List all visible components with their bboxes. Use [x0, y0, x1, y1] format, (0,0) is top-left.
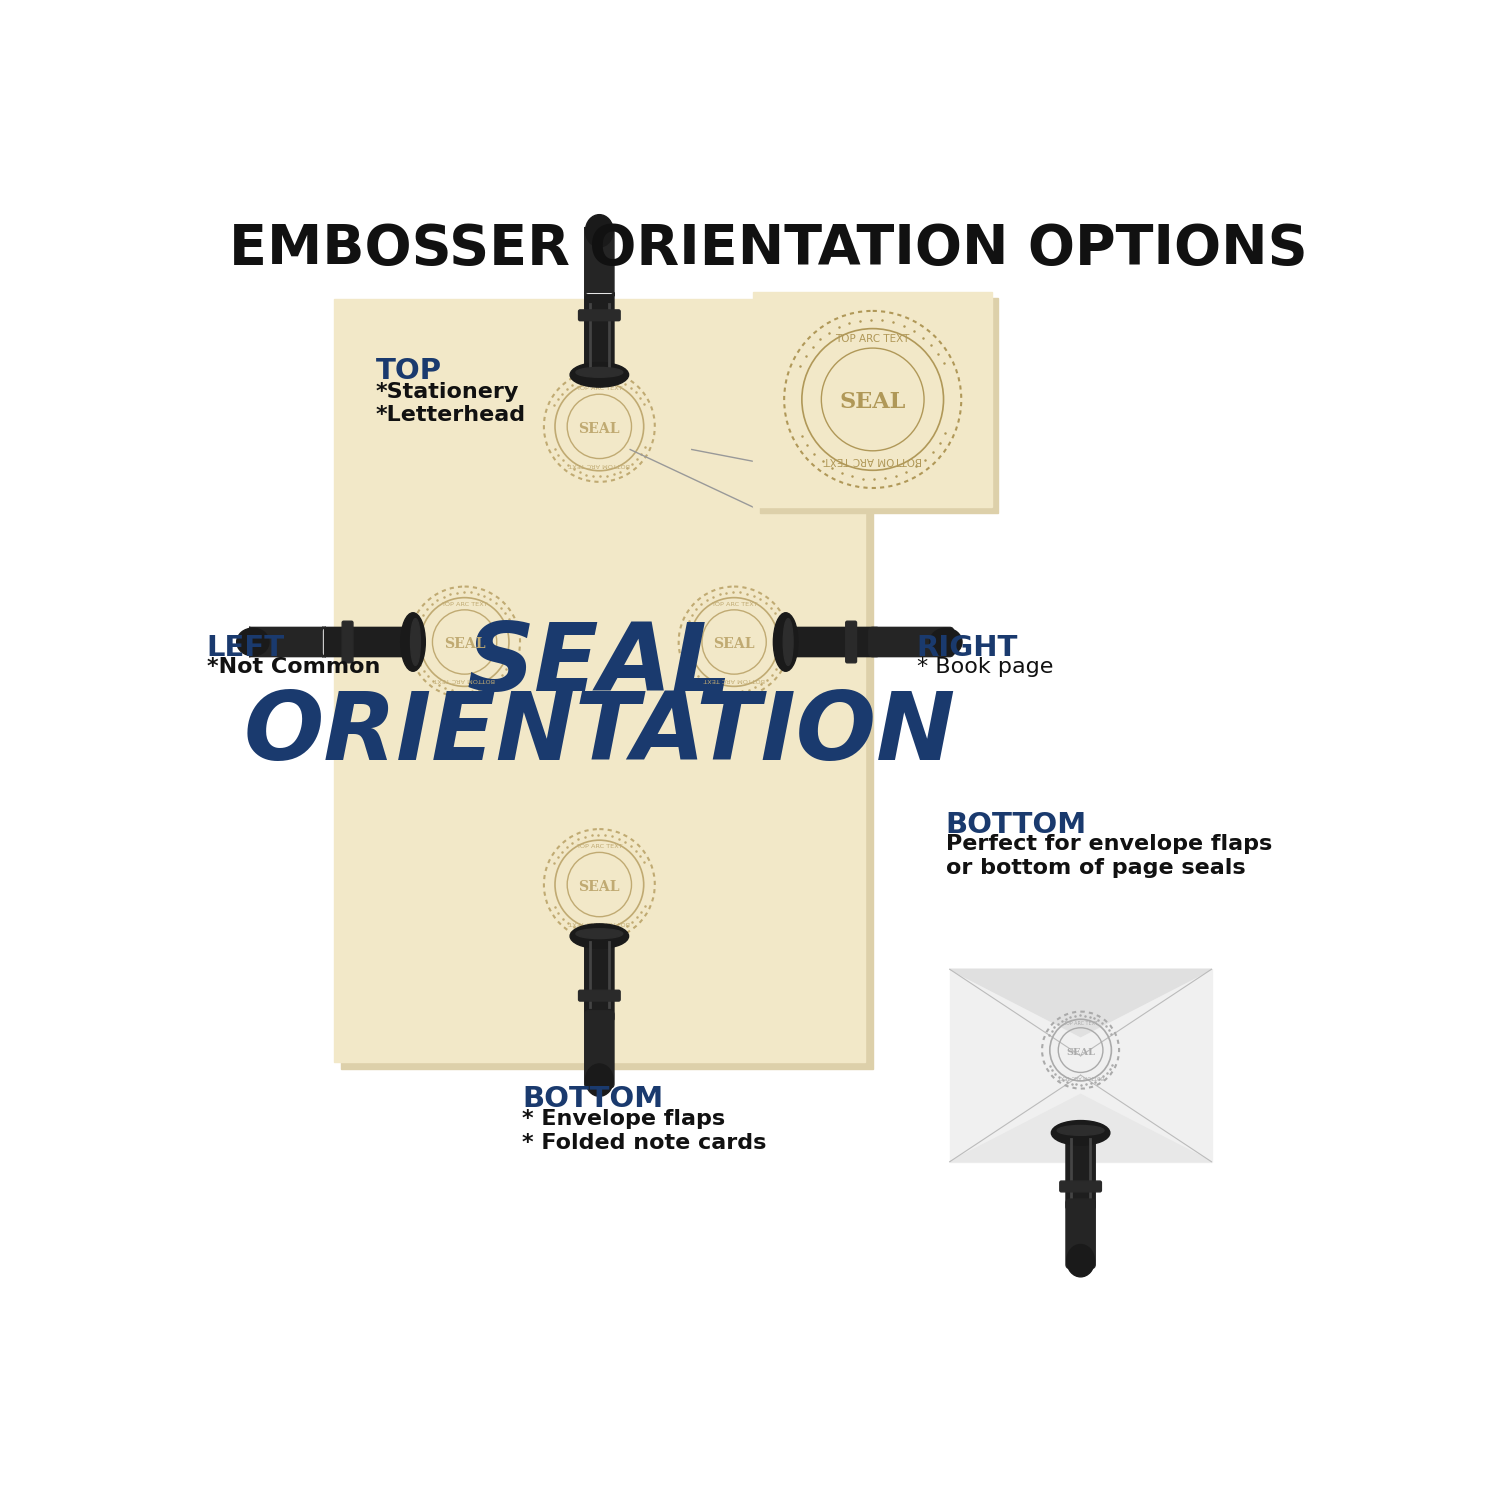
FancyBboxPatch shape: [950, 969, 1212, 1161]
FancyBboxPatch shape: [585, 226, 614, 297]
FancyBboxPatch shape: [342, 308, 873, 1070]
FancyBboxPatch shape: [868, 627, 954, 657]
Ellipse shape: [1052, 1120, 1110, 1144]
FancyBboxPatch shape: [342, 621, 352, 663]
Text: * Book page: * Book page: [916, 657, 1053, 678]
Text: TOP ARC TEXT: TOP ARC TEXT: [1064, 1022, 1098, 1026]
Ellipse shape: [570, 924, 628, 948]
FancyBboxPatch shape: [585, 292, 614, 369]
Text: BOTTOM ARC TEXT: BOTTOM ARC TEXT: [824, 454, 922, 465]
Text: TOP ARC TEXT: TOP ARC TEXT: [576, 844, 622, 849]
Text: * Envelope flaps
* Folded note cards: * Envelope flaps * Folded note cards: [522, 1110, 766, 1152]
Ellipse shape: [585, 1064, 614, 1096]
Ellipse shape: [576, 928, 622, 939]
FancyBboxPatch shape: [753, 291, 992, 507]
Text: TOP: TOP: [376, 357, 442, 386]
Text: BOTTOM: BOTTOM: [946, 812, 1088, 840]
FancyBboxPatch shape: [249, 627, 326, 657]
Text: SEAL: SEAL: [444, 638, 486, 651]
FancyBboxPatch shape: [1066, 1198, 1095, 1269]
Text: BOTTOM: BOTTOM: [522, 1084, 663, 1113]
Text: BOTTOM ARC TEXT: BOTTOM ARC TEXT: [433, 676, 495, 682]
Ellipse shape: [783, 618, 794, 666]
Text: SEAL: SEAL: [466, 620, 732, 711]
Text: ORIENTATION: ORIENTATION: [243, 688, 956, 780]
Ellipse shape: [930, 628, 962, 656]
Text: RIGHT: RIGHT: [916, 634, 1019, 663]
Ellipse shape: [1058, 1125, 1104, 1136]
Text: BOTTOM ARC TEXT: BOTTOM ARC TEXT: [568, 462, 630, 466]
Ellipse shape: [237, 628, 268, 656]
FancyBboxPatch shape: [333, 300, 866, 1062]
FancyBboxPatch shape: [789, 627, 879, 657]
FancyBboxPatch shape: [579, 310, 620, 321]
Ellipse shape: [411, 618, 420, 666]
Text: BOTTOM ARC TEXT: BOTTOM ARC TEXT: [568, 920, 630, 924]
Text: TOP ARC TEXT: TOP ARC TEXT: [576, 386, 622, 392]
FancyBboxPatch shape: [1066, 1137, 1095, 1209]
FancyBboxPatch shape: [585, 1011, 614, 1088]
Text: BOTTOM ARC TEXT: BOTTOM ARC TEXT: [704, 676, 765, 682]
Ellipse shape: [1066, 1245, 1095, 1276]
Polygon shape: [950, 1095, 1212, 1161]
Text: Perfect for envelope flaps
or bottom of page seals: Perfect for envelope flaps or bottom of …: [946, 834, 1272, 878]
FancyBboxPatch shape: [322, 627, 406, 657]
Text: BOTTOM ARC TEXT: BOTTOM ARC TEXT: [1058, 1074, 1104, 1078]
Text: *Not Common: *Not Common: [207, 657, 380, 678]
Text: SEAL: SEAL: [579, 880, 620, 894]
Text: TOP ARC TEXT: TOP ARC TEXT: [441, 602, 488, 608]
Ellipse shape: [576, 368, 622, 378]
Text: SEAL: SEAL: [840, 392, 906, 412]
Polygon shape: [950, 969, 1212, 1036]
FancyBboxPatch shape: [579, 990, 620, 1000]
Text: SEAL: SEAL: [579, 422, 620, 435]
Text: TOP ARC TEXT: TOP ARC TEXT: [836, 334, 910, 344]
Text: LEFT: LEFT: [207, 634, 285, 663]
FancyBboxPatch shape: [846, 621, 856, 663]
FancyBboxPatch shape: [759, 298, 998, 513]
FancyBboxPatch shape: [585, 940, 614, 1022]
Text: SEAL: SEAL: [714, 638, 754, 651]
Text: TOP ARC TEXT: TOP ARC TEXT: [711, 602, 758, 608]
Ellipse shape: [400, 612, 426, 672]
Text: *Stationery
*Letterhead: *Stationery *Letterhead: [376, 381, 526, 424]
Text: SEAL: SEAL: [1066, 1048, 1095, 1058]
FancyBboxPatch shape: [1060, 1180, 1101, 1192]
Ellipse shape: [774, 612, 798, 672]
Text: EMBOSSER ORIENTATION OPTIONS: EMBOSSER ORIENTATION OPTIONS: [230, 222, 1308, 276]
Ellipse shape: [570, 363, 628, 387]
Ellipse shape: [585, 214, 614, 248]
